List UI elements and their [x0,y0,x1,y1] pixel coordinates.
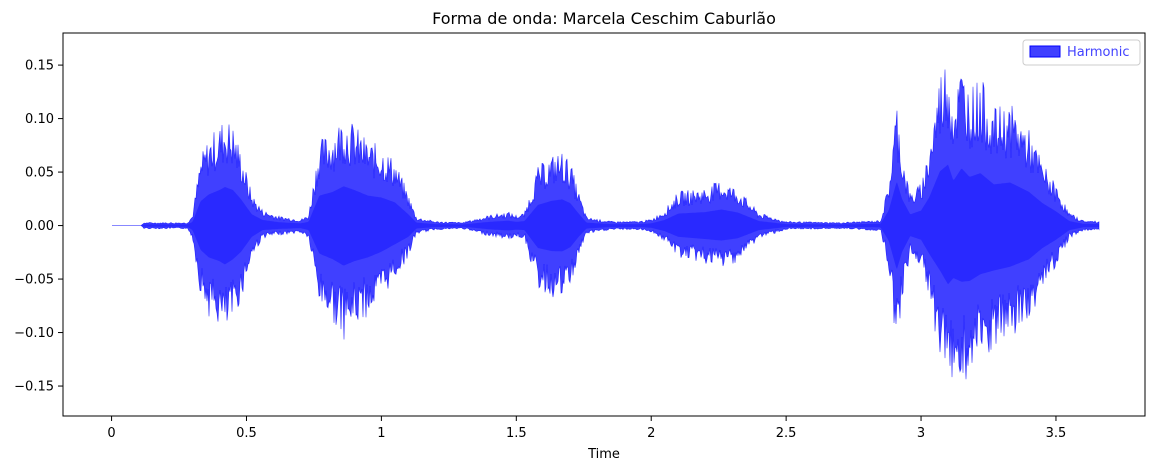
x-tick-label: 0 [107,426,115,441]
x-tick-label: 2.5 [776,426,797,441]
legend-label-harmonic: Harmonic [1067,45,1129,60]
waveform-core-harmonic [112,164,1099,285]
x-axis: 0 0.5 1 1.5 2 2.5 3 3.5 [107,416,1066,441]
x-tick-label: 1 [377,426,385,441]
y-tick-label: 0.00 [25,219,54,234]
plot-frame [62,32,1146,417]
plot-area [112,69,1100,380]
x-tick-label: 3 [917,426,925,441]
x-axis-label: Time [587,447,620,462]
legend-swatch-harmonic [1029,45,1061,58]
y-tick-label: 0.05 [25,166,54,181]
waveform-area-harmonic [112,69,1100,380]
x-tick-label: 1.5 [506,426,527,441]
y-tick-label: −0.10 [14,326,54,341]
y-tick-label: −0.05 [14,273,54,288]
x-tick-label: 2 [647,426,655,441]
x-tick-label: 0.5 [236,426,257,441]
y-tick-label: 0.15 [25,59,54,74]
y-tick-label: 0.10 [25,112,54,127]
y-tick-label: −0.15 [14,380,54,395]
y-axis: −0.15 −0.10 −0.05 0.00 0.05 0.10 0.15 [14,59,63,395]
x-tick-label: 3.5 [1046,426,1067,441]
chart-title: Forma de onda: Marcela Ceschim Caburlão [432,9,776,28]
legend[interactable]: Harmonic [1022,39,1141,66]
